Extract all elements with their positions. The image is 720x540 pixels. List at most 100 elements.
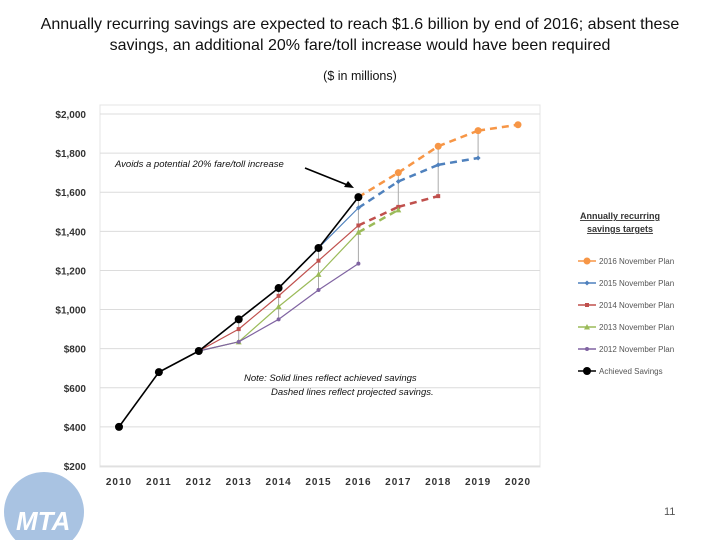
y-tick-label: $1,400 [55, 227, 86, 238]
series-segment-2 [278, 260, 319, 297]
series-segment-4 [198, 341, 239, 352]
series-segment-2 [318, 225, 359, 262]
data-point [154, 368, 163, 377]
data-point [236, 327, 241, 332]
data-point [194, 347, 203, 356]
data-point [115, 422, 123, 431]
x-tick-label: 2014 [265, 477, 291, 488]
series-segment-2 [357, 205, 399, 227]
note-dashed-lines: Dashed lines reflect projected savings. [271, 387, 434, 398]
x-tick-label: 2020 [505, 477, 531, 488]
slide-title: Annually recurring savings are expected … [40, 16, 680, 54]
series-segment-1 [437, 156, 479, 167]
y-tick-label: $1,800 [55, 149, 86, 160]
annotation-arrowhead [344, 181, 354, 188]
data-point [395, 206, 402, 213]
series-segment-2 [238, 295, 279, 330]
data-point [316, 258, 321, 263]
page-number: 11 [664, 506, 676, 518]
data-point [236, 339, 241, 344]
data-point [355, 229, 362, 235]
series-segment-5 [158, 350, 200, 373]
data-point [276, 293, 281, 298]
series-segment-1 [357, 180, 399, 209]
y-tick-label: $1,200 [55, 266, 86, 277]
data-point [394, 169, 402, 177]
series-segment-5 [278, 247, 320, 289]
series-segment-3 [238, 306, 279, 343]
series-segment-0 [397, 145, 439, 174]
data-point [234, 315, 243, 324]
y-tick-label: $2,000 [55, 110, 86, 121]
mta-logo-text: MTA [16, 506, 70, 536]
data-point [585, 347, 589, 351]
series-segment-3 [357, 208, 399, 234]
y-tick-label: $200 [64, 462, 87, 473]
x-tick-label: 2013 [226, 477, 252, 488]
series-segment-4 [238, 318, 279, 343]
annotation-fare-increase: Avoids a potential 20% fare/toll increas… [114, 159, 284, 170]
y-tick-label: $1,600 [55, 188, 86, 199]
series-segment-4 [318, 263, 359, 291]
data-point [355, 205, 361, 211]
legend-label: 2014 November Plan [599, 301, 674, 310]
data-point [474, 127, 482, 135]
legend-label: 2013 November Plan [599, 323, 674, 332]
data-point [275, 303, 282, 310]
data-point [356, 223, 361, 228]
series-segment-1 [397, 163, 439, 183]
y-tick-label: $800 [64, 345, 87, 356]
series-segment-5 [118, 371, 160, 428]
x-tick-label: 2011 [146, 477, 172, 488]
series-segment-3 [318, 231, 359, 275]
data-point [316, 288, 321, 292]
mta-logo-circle [4, 472, 84, 540]
data-point [356, 261, 361, 266]
series-segment-0 [477, 123, 519, 132]
series-segment-3 [278, 273, 319, 308]
x-tick-label: 2016 [345, 477, 371, 488]
annotation-arrow [304, 167, 351, 187]
y-tick-label: $1,000 [55, 306, 86, 317]
data-point [434, 142, 442, 150]
data-point [583, 257, 591, 265]
x-tick-label: 2017 [385, 477, 411, 488]
y-tick-label: $600 [64, 384, 87, 395]
data-point [583, 367, 591, 375]
series-segment-1 [318, 207, 359, 249]
series-segment-5 [198, 318, 240, 352]
plot-area [99, 104, 541, 468]
data-point [314, 243, 323, 252]
data-point [315, 271, 322, 277]
x-tick-label: 2012 [186, 477, 212, 488]
data-point [276, 317, 281, 322]
legend-label: 2012 November Plan [599, 345, 674, 354]
data-point [274, 284, 283, 293]
data-point [435, 162, 441, 168]
data-point [436, 194, 441, 199]
series-segment-4 [278, 289, 319, 320]
data-point [475, 155, 481, 161]
data-point [584, 324, 590, 330]
data-point [585, 303, 589, 307]
data-point [354, 193, 363, 202]
legend-label: 2016 November Plan [599, 257, 674, 266]
series-segment-2 [397, 194, 439, 209]
legend-label: 2015 November Plan [599, 279, 674, 288]
series-segment-5 [317, 196, 360, 249]
series-segment-5 [238, 287, 280, 320]
series-segment-0 [357, 171, 399, 199]
slide-subtitle: ($ in millions) [323, 69, 397, 83]
x-tick-label: 2018 [425, 477, 451, 488]
data-point [395, 178, 401, 184]
note-solid-lines: Note: Solid lines reflect achieved savin… [244, 373, 417, 384]
series-segment-2 [198, 328, 239, 352]
legend-title-line-1: Annually recurring [580, 211, 660, 221]
mta-logo: MTA [4, 472, 84, 540]
x-tick-label: 2010 [106, 477, 132, 488]
data-point [514, 121, 522, 129]
series-segment-0 [437, 129, 479, 148]
legend-title-line-2: savings targets [587, 224, 653, 234]
